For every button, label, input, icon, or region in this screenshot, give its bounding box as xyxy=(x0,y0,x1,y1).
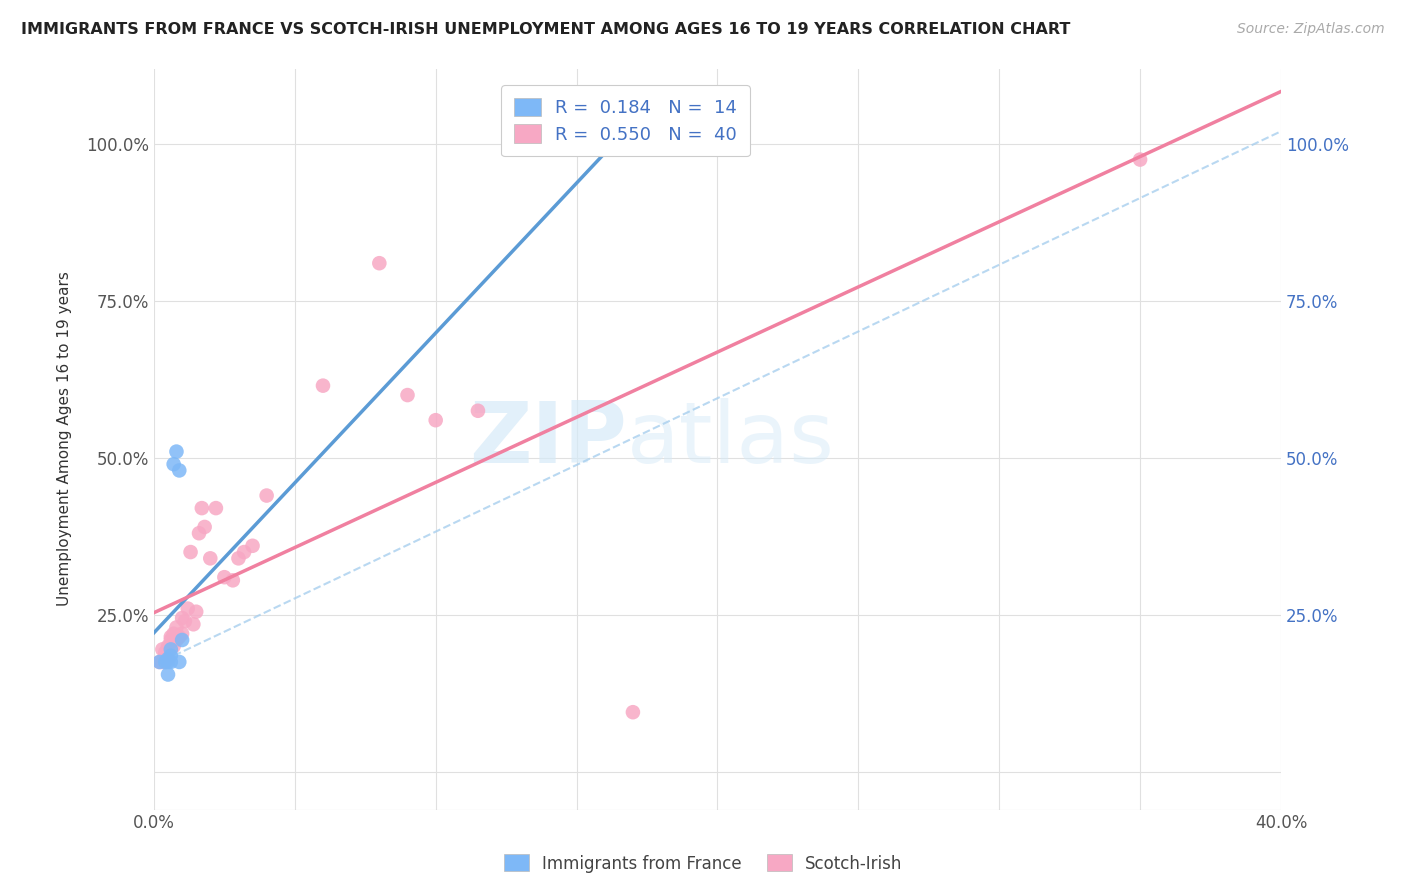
Point xyxy=(177,601,200,615)
Point xyxy=(425,413,447,427)
Point xyxy=(163,457,186,471)
Point xyxy=(160,648,183,663)
Point xyxy=(157,642,180,657)
Point xyxy=(163,640,186,654)
Point xyxy=(153,655,176,669)
Point xyxy=(228,551,250,566)
Text: IMMIGRANTS FROM FRANCE VS SCOTCH-IRISH UNEMPLOYMENT AMONG AGES 16 TO 19 YEARS CO: IMMIGRANTS FROM FRANCE VS SCOTCH-IRISH U… xyxy=(21,22,1070,37)
Point xyxy=(214,570,236,584)
Point xyxy=(157,640,180,654)
Point xyxy=(169,630,191,644)
Point xyxy=(172,611,194,625)
Point xyxy=(153,655,176,669)
Point xyxy=(160,655,183,669)
Point xyxy=(160,630,183,644)
Point xyxy=(166,620,188,634)
Point xyxy=(166,632,188,647)
Point xyxy=(256,489,278,503)
Legend: Immigrants from France, Scotch-Irish: Immigrants from France, Scotch-Irish xyxy=(496,847,910,880)
Point xyxy=(607,136,630,151)
Point xyxy=(163,626,186,640)
Point xyxy=(157,652,180,666)
Point xyxy=(150,642,173,657)
Point xyxy=(153,646,176,660)
Y-axis label: Unemployment Among Ages 16 to 19 years: Unemployment Among Ages 16 to 19 years xyxy=(58,271,72,607)
Point xyxy=(169,463,191,477)
Text: Source: ZipAtlas.com: Source: ZipAtlas.com xyxy=(1237,22,1385,37)
Point xyxy=(160,632,183,647)
Point xyxy=(160,642,183,657)
Point xyxy=(148,655,170,669)
Point xyxy=(200,551,222,566)
Point xyxy=(233,545,256,559)
Point xyxy=(174,614,197,628)
Point xyxy=(194,520,217,534)
Point xyxy=(180,545,202,559)
Point xyxy=(172,626,194,640)
Point xyxy=(467,404,489,418)
Point xyxy=(157,667,180,681)
Point xyxy=(186,605,208,619)
Point xyxy=(191,501,214,516)
Point xyxy=(169,655,191,669)
Point xyxy=(183,617,205,632)
Text: ZIP: ZIP xyxy=(470,398,627,481)
Point xyxy=(1129,153,1152,167)
Point xyxy=(621,705,644,719)
Text: atlas: atlas xyxy=(627,398,835,481)
Point xyxy=(172,632,194,647)
Point xyxy=(222,574,245,588)
Point xyxy=(396,388,419,402)
Point xyxy=(188,526,211,541)
Point xyxy=(242,539,264,553)
Point xyxy=(150,655,173,669)
Point xyxy=(205,501,228,516)
Legend: R =  0.184   N =  14, R =  0.550   N =  40: R = 0.184 N = 14, R = 0.550 N = 40 xyxy=(501,85,749,156)
Point xyxy=(368,256,391,270)
Point xyxy=(148,655,170,669)
Point xyxy=(166,444,188,458)
Point xyxy=(157,655,180,669)
Point xyxy=(312,378,335,392)
Point xyxy=(157,652,180,666)
